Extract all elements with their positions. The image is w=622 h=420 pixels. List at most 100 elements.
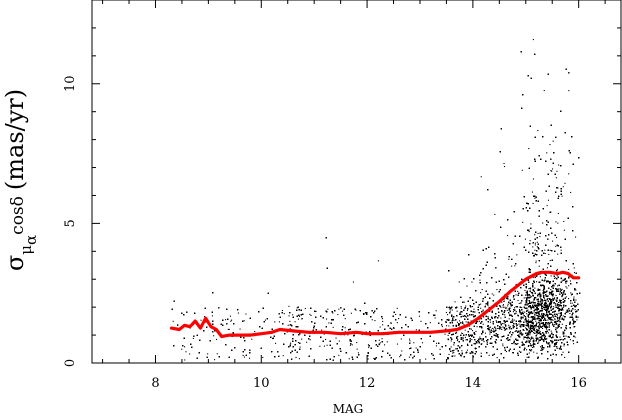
data-point bbox=[577, 316, 579, 318]
data-point bbox=[547, 300, 549, 302]
data-point bbox=[529, 295, 531, 297]
data-point bbox=[417, 348, 419, 350]
data-point bbox=[548, 324, 550, 326]
data-point bbox=[528, 306, 530, 308]
data-point bbox=[541, 336, 543, 338]
data-point bbox=[509, 314, 511, 316]
data-point bbox=[538, 311, 540, 313]
data-point bbox=[507, 235, 509, 237]
data-point bbox=[454, 355, 456, 357]
data-point bbox=[546, 205, 548, 207]
data-point bbox=[531, 349, 533, 351]
data-point bbox=[558, 302, 560, 304]
data-point bbox=[555, 330, 557, 332]
data-point bbox=[573, 343, 575, 345]
data-point bbox=[425, 358, 427, 360]
data-point bbox=[546, 281, 548, 283]
data-point bbox=[532, 202, 534, 204]
data-point bbox=[496, 357, 498, 359]
data-point bbox=[461, 332, 463, 334]
data-point bbox=[382, 324, 384, 326]
data-point bbox=[502, 305, 504, 307]
data-point bbox=[374, 320, 376, 322]
data-point bbox=[545, 313, 547, 315]
data-point bbox=[555, 277, 557, 279]
data-point bbox=[535, 326, 537, 328]
data-point bbox=[576, 319, 578, 321]
data-point bbox=[574, 309, 576, 311]
data-point bbox=[558, 347, 560, 349]
data-point bbox=[465, 316, 467, 318]
data-point bbox=[544, 334, 546, 336]
data-point bbox=[543, 90, 545, 92]
data-point bbox=[225, 319, 227, 321]
data-point bbox=[281, 310, 283, 312]
data-point bbox=[533, 332, 535, 334]
data-point bbox=[441, 326, 443, 328]
data-point bbox=[573, 296, 575, 298]
data-point bbox=[455, 324, 457, 326]
data-point bbox=[571, 302, 573, 304]
data-point bbox=[332, 326, 334, 328]
data-point bbox=[216, 338, 218, 340]
data-point bbox=[563, 229, 565, 231]
data-point bbox=[435, 345, 437, 347]
data-point bbox=[555, 177, 557, 179]
data-point bbox=[177, 324, 179, 326]
data-point bbox=[572, 317, 574, 319]
data-point bbox=[544, 249, 546, 251]
data-point bbox=[374, 358, 376, 360]
data-point bbox=[290, 342, 292, 344]
data-point bbox=[185, 351, 187, 353]
data-point bbox=[242, 354, 244, 356]
data-point bbox=[517, 314, 519, 316]
data-point bbox=[503, 300, 505, 302]
data-point bbox=[557, 212, 559, 214]
data-point bbox=[552, 297, 554, 299]
data-point bbox=[547, 319, 549, 321]
data-point bbox=[396, 307, 398, 309]
data-point bbox=[532, 295, 534, 297]
data-point bbox=[546, 152, 548, 154]
data-point bbox=[500, 306, 502, 308]
data-point bbox=[568, 268, 570, 270]
data-point bbox=[534, 234, 536, 236]
data-point bbox=[181, 348, 183, 350]
data-point bbox=[518, 323, 520, 325]
data-point bbox=[550, 330, 552, 332]
scatter-points bbox=[171, 39, 581, 361]
data-point bbox=[558, 312, 560, 314]
data-point bbox=[450, 340, 452, 342]
data-point bbox=[381, 338, 383, 340]
data-point bbox=[526, 300, 528, 302]
data-point bbox=[521, 334, 523, 336]
data-point bbox=[528, 327, 530, 329]
data-point bbox=[552, 306, 554, 308]
data-point bbox=[502, 304, 504, 306]
data-point bbox=[464, 308, 466, 310]
data-point bbox=[527, 304, 529, 306]
data-point bbox=[480, 292, 482, 294]
data-point bbox=[476, 326, 478, 328]
data-point bbox=[559, 318, 561, 320]
data-point bbox=[327, 308, 329, 310]
data-point bbox=[508, 328, 510, 330]
data-point bbox=[489, 326, 491, 328]
data-point bbox=[503, 327, 505, 329]
data-point bbox=[306, 341, 308, 343]
data-point bbox=[534, 330, 536, 332]
data-point bbox=[214, 359, 216, 361]
data-point bbox=[371, 319, 373, 321]
data-point bbox=[569, 313, 571, 315]
data-point bbox=[382, 320, 384, 322]
data-point bbox=[459, 312, 461, 314]
data-point bbox=[556, 316, 558, 318]
data-point bbox=[534, 249, 536, 251]
data-point bbox=[545, 332, 547, 334]
data-point bbox=[558, 305, 560, 307]
data-point bbox=[539, 322, 541, 324]
data-point bbox=[533, 326, 535, 328]
data-point bbox=[460, 338, 462, 340]
data-point bbox=[521, 169, 523, 171]
data-point bbox=[548, 324, 550, 326]
